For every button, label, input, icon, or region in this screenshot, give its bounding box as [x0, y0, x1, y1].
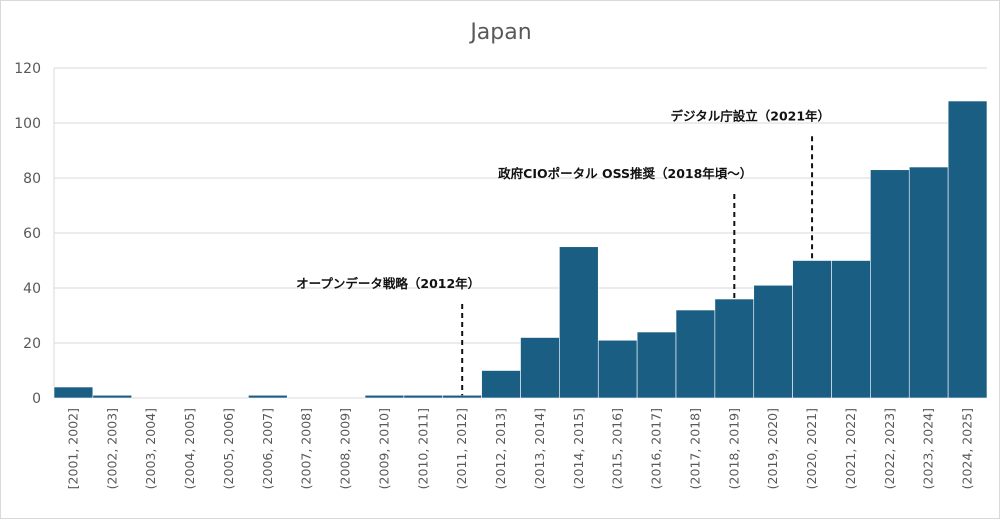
x-tick-label: (2012, 2013]	[493, 408, 508, 489]
bar	[831, 260, 871, 399]
x-tick-label: (2014, 2015]	[571, 408, 586, 489]
x-tick-label: (2009, 2010]	[376, 408, 391, 489]
bar	[559, 246, 599, 399]
x-tick-label: (2011, 2012]	[454, 408, 469, 489]
x-tick-label: (2006, 2007]	[260, 408, 275, 489]
bar	[792, 260, 832, 399]
y-tick-label: 40	[23, 281, 41, 297]
x-tick-label: (2017, 2018]	[687, 408, 702, 489]
bar	[675, 309, 716, 399]
x-tick-label: (2007, 2008]	[299, 408, 314, 489]
bar	[908, 166, 949, 399]
y-tick-label: 20	[23, 336, 41, 352]
x-tick-label: (2003, 2004]	[143, 408, 158, 489]
x-tick-label: (2019, 2020]	[765, 408, 780, 489]
bar	[714, 298, 755, 399]
x-tick-label: [2001, 2002]	[65, 408, 80, 489]
x-tick-label: (2010, 2011]	[415, 408, 430, 489]
annotation-label: オープンデータ戦略（2012年）	[296, 276, 480, 291]
x-tick-label: (2018, 2019]	[726, 408, 741, 489]
bar	[947, 100, 988, 399]
y-tick-label: 0	[32, 391, 41, 407]
bar	[520, 337, 560, 399]
bar	[753, 284, 793, 399]
x-tick-label: (2021, 2022]	[843, 408, 858, 489]
annotations: オープンデータ戦略（2012年） 政府CIOポータル OSS推奨（2018年頃～）…	[296, 108, 831, 396]
x-tick-label: (2022, 2023]	[882, 408, 897, 489]
bar	[870, 169, 910, 399]
x-tick-label: (2013, 2014]	[532, 408, 547, 489]
bar	[403, 394, 444, 399]
bar	[92, 394, 133, 399]
annotation-label: デジタル庁設立（2021年）	[671, 108, 831, 123]
bar	[364, 394, 405, 399]
bar	[442, 394, 482, 399]
x-tick-label: (2008, 2009]	[338, 408, 353, 489]
x-tick-label: (2004, 2005]	[182, 408, 197, 489]
bar	[597, 339, 638, 399]
y-tick-label: 100	[14, 116, 41, 132]
x-tick-label: (2002, 2003]	[104, 408, 119, 489]
x-tick-label: (2005, 2006]	[221, 408, 236, 489]
bars	[53, 100, 988, 399]
x-tick-label: (2016, 2017]	[649, 408, 664, 489]
y-tick-label: 120	[14, 61, 41, 77]
annotation-label: 政府CIOポータル OSS推奨（2018年頃～）	[498, 166, 752, 181]
x-axis-ticks: [2001, 2002] (2002, 2003] (2003, 2004] (200…	[65, 408, 974, 489]
y-tick-label: 60	[23, 226, 41, 242]
bar	[53, 386, 94, 399]
chart-title: Japan	[468, 20, 531, 45]
x-tick-label: (2024, 2025]	[960, 408, 975, 489]
bar	[636, 331, 677, 399]
x-tick-label: (2023, 2024]	[921, 408, 936, 489]
x-tick-label: (2020, 2021]	[804, 408, 819, 489]
x-tick-label: (2015, 2016]	[610, 408, 625, 489]
bar	[248, 394, 288, 399]
bar	[481, 370, 521, 399]
y-tick-label: 80	[23, 171, 41, 187]
y-axis-ticks: 0 20 40 60 80 100 120	[14, 61, 41, 407]
